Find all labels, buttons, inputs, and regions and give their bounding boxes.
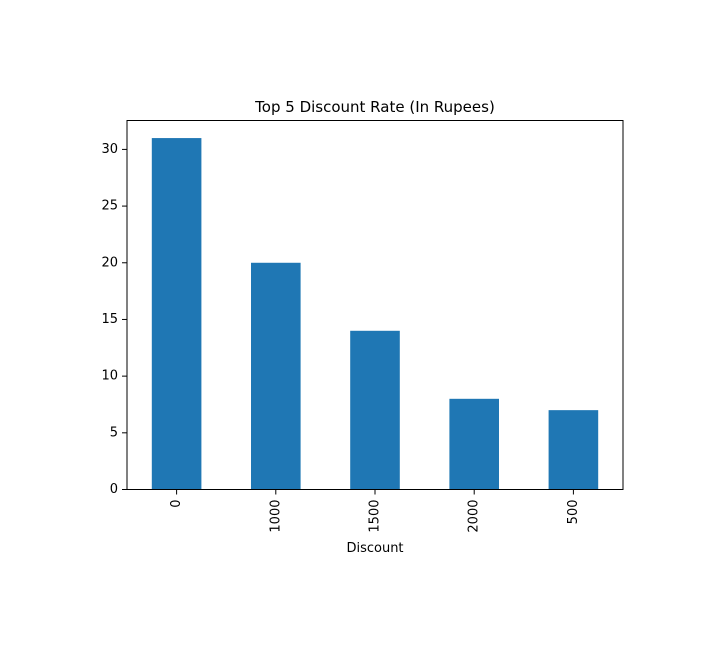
bar-2000 xyxy=(449,398,499,490)
x-tick-label: 500 xyxy=(566,500,581,525)
x-tick-label: 0 xyxy=(169,500,184,508)
y-tick-label: 20 xyxy=(101,255,118,270)
bars-group xyxy=(151,138,599,490)
x-tick-label: 2000 xyxy=(467,500,482,533)
bar-1000 xyxy=(251,262,301,490)
bar-1500 xyxy=(350,330,400,490)
x-tick-label: 1500 xyxy=(368,500,383,533)
y-tick-label: 25 xyxy=(101,199,118,214)
x-axis-label: Discount xyxy=(346,541,403,556)
bar-0 xyxy=(151,138,202,490)
y-tick-label: 15 xyxy=(101,312,118,327)
bar-500 xyxy=(548,410,599,490)
y-tick-label: 30 xyxy=(101,142,118,157)
plot-frame xyxy=(126,120,624,490)
x-tick-label: 1000 xyxy=(268,500,283,533)
y-tick-label: 0 xyxy=(110,482,118,497)
y-axis: 0 5 10 15 20 25 30 xyxy=(101,142,127,497)
chart-title: Top 5 Discount Rate (In Rupees) xyxy=(254,98,495,116)
x-axis: 0 1000 1500 2000 500 xyxy=(169,489,581,533)
y-tick-label: 10 xyxy=(101,369,118,384)
y-tick-label: 5 xyxy=(110,425,118,440)
